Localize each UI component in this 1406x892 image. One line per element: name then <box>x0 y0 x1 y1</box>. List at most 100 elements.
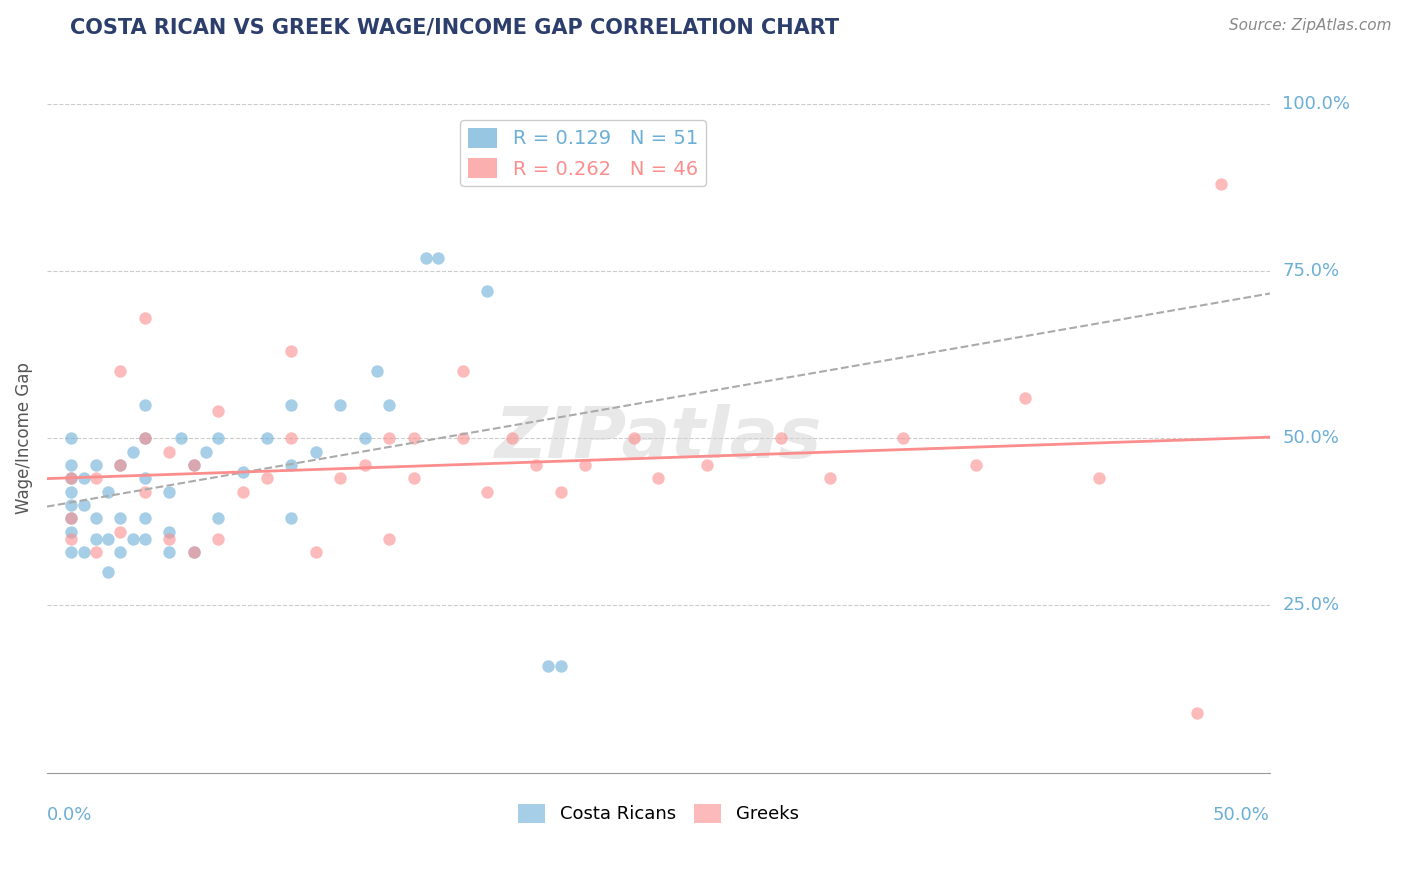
Point <box>366 364 388 378</box>
Point <box>84 471 107 485</box>
Point <box>378 398 401 412</box>
Point <box>134 484 156 499</box>
Text: 50.0%: 50.0% <box>1213 806 1270 824</box>
Point <box>134 471 156 485</box>
Text: COSTA RICAN VS GREEK WAGE/INCOME GAP CORRELATION CHART: COSTA RICAN VS GREEK WAGE/INCOME GAP COR… <box>70 18 839 37</box>
Point <box>378 532 401 546</box>
Point <box>402 471 425 485</box>
Point <box>60 471 83 485</box>
Point <box>280 344 302 359</box>
Point <box>84 532 107 546</box>
Point <box>60 532 83 546</box>
Point <box>60 498 83 512</box>
Point <box>378 431 401 445</box>
Point <box>60 431 83 445</box>
Point <box>891 431 914 445</box>
Point <box>256 471 278 485</box>
Point <box>623 431 645 445</box>
Point <box>97 484 120 499</box>
Point <box>110 458 132 472</box>
Point <box>280 458 302 472</box>
Point <box>60 545 83 559</box>
Point <box>451 364 474 378</box>
Point <box>157 532 180 546</box>
Text: ZIPatlas: ZIPatlas <box>495 404 823 473</box>
Point <box>1087 471 1109 485</box>
Point <box>501 431 523 445</box>
Point <box>329 398 352 412</box>
Point <box>415 251 437 265</box>
Point <box>60 511 83 525</box>
Point <box>110 524 132 539</box>
Point <box>72 471 94 485</box>
Point <box>60 471 83 485</box>
Point <box>170 431 193 445</box>
Point <box>121 532 143 546</box>
Point <box>305 545 328 559</box>
Point <box>696 458 718 472</box>
Text: 25.0%: 25.0% <box>1282 597 1340 615</box>
Point <box>305 444 328 458</box>
Point <box>550 658 572 673</box>
Point <box>134 398 156 412</box>
Point <box>207 431 229 445</box>
Point <box>183 545 205 559</box>
Point <box>110 458 132 472</box>
Point <box>329 471 352 485</box>
Point <box>207 532 229 546</box>
Point <box>134 431 156 445</box>
Point <box>280 398 302 412</box>
Point <box>60 511 83 525</box>
Point <box>280 431 302 445</box>
Point <box>157 545 180 559</box>
Text: 75.0%: 75.0% <box>1282 262 1340 280</box>
Point <box>769 431 792 445</box>
Point <box>256 431 278 445</box>
Legend: Costa Ricans, Greeks: Costa Ricans, Greeks <box>510 797 806 830</box>
Point <box>232 465 254 479</box>
Point <box>354 458 377 472</box>
Point <box>134 511 156 525</box>
Point <box>134 310 156 325</box>
Point <box>965 458 987 472</box>
Point <box>134 532 156 546</box>
Point <box>72 545 94 559</box>
Text: 50.0%: 50.0% <box>1282 429 1339 447</box>
Point <box>647 471 669 485</box>
Point <box>60 458 83 472</box>
Point <box>280 511 302 525</box>
Point <box>451 431 474 445</box>
Point <box>84 545 107 559</box>
Point <box>110 545 132 559</box>
Point <box>477 284 499 298</box>
Point <box>157 444 180 458</box>
Point <box>402 431 425 445</box>
Y-axis label: Wage/Income Gap: Wage/Income Gap <box>15 362 32 514</box>
Point <box>207 511 229 525</box>
Point <box>157 524 180 539</box>
Point <box>194 444 217 458</box>
Point <box>183 545 205 559</box>
Point <box>427 251 450 265</box>
Point <box>818 471 841 485</box>
Point <box>524 458 547 472</box>
Text: 100.0%: 100.0% <box>1282 95 1350 112</box>
Point <box>134 431 156 445</box>
Point <box>110 511 132 525</box>
Point <box>232 484 254 499</box>
Point <box>477 484 499 499</box>
Point <box>183 458 205 472</box>
Point <box>97 565 120 579</box>
Point <box>537 658 560 673</box>
Text: Source: ZipAtlas.com: Source: ZipAtlas.com <box>1229 18 1392 33</box>
Point <box>1185 706 1208 720</box>
Point <box>207 404 229 418</box>
Point <box>1014 391 1036 405</box>
Point <box>72 498 94 512</box>
Point <box>60 484 83 499</box>
Point <box>110 364 132 378</box>
Point <box>550 484 572 499</box>
Point <box>84 511 107 525</box>
Text: 0.0%: 0.0% <box>46 806 93 824</box>
Point <box>1209 177 1232 191</box>
